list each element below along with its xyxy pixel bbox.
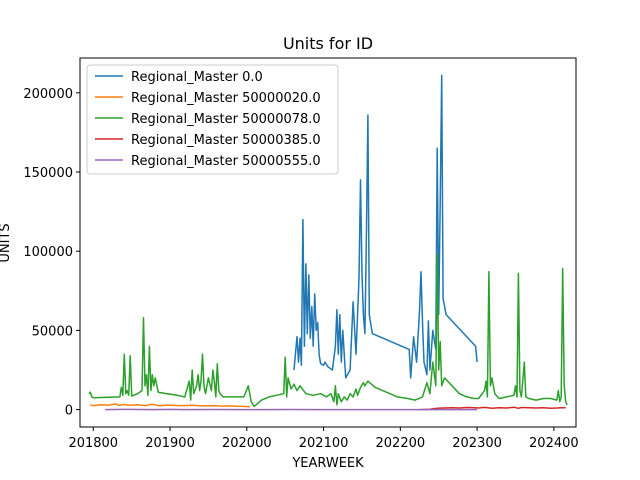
plot-area (88, 74, 568, 411)
legend-label: Regional_Master 50000078.0 (131, 112, 321, 127)
x-tick-label: 202000 (222, 436, 272, 451)
x-tick-label: 201800 (68, 436, 118, 451)
series-line-1 (90, 403, 250, 408)
x-tick-label: 202300 (452, 436, 502, 451)
y-tick-label: 100000 (23, 245, 73, 260)
series-line-0 (293, 74, 478, 379)
x-tick-label: 202200 (376, 436, 426, 451)
y-tick-label: 0 (65, 404, 73, 419)
chart-title: Units for ID (283, 34, 373, 53)
x-axis-label: YEARWEEK (291, 456, 364, 471)
y-axis-label: UNITS (0, 223, 13, 262)
legend: Regional_Master 0.0 Regional_Master 50000… (86, 64, 339, 175)
legend-label: Regional_Master 50000555.0 (131, 154, 321, 169)
y-tick-label: 150000 (23, 166, 73, 181)
legend-label: Regional_Master 50000020.0 (131, 91, 321, 106)
x-tick-label: 202400 (529, 436, 579, 451)
legend-box (86, 64, 339, 175)
series-line-3 (419, 406, 566, 411)
series-line-2 (88, 253, 568, 408)
y-tick-label: 50000 (32, 324, 73, 339)
x-tick-label: 201900 (145, 436, 195, 451)
y-axis: 0 50000 100000 150000 200000 (23, 87, 80, 419)
x-tick-label: 202100 (299, 436, 349, 451)
y-tick-label: 200000 (23, 87, 73, 102)
legend-label: Regional_Master 50000385.0 (131, 133, 321, 148)
x-axis: 201800 201900 202000 202100 202200 202300 2024… (68, 427, 579, 451)
legend-label: Regional_Master 0.0 (131, 70, 263, 85)
plot-frame (79, 57, 577, 428)
